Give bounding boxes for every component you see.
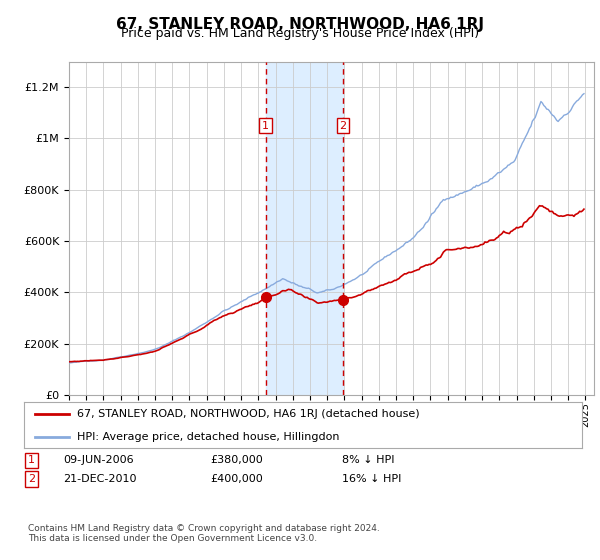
Text: 67, STANLEY ROAD, NORTHWOOD, HA6 1RJ: 67, STANLEY ROAD, NORTHWOOD, HA6 1RJ (116, 17, 484, 32)
Text: 09-JUN-2006: 09-JUN-2006 (63, 455, 134, 465)
Text: Contains HM Land Registry data © Crown copyright and database right 2024.
This d: Contains HM Land Registry data © Crown c… (28, 524, 380, 543)
Text: £400,000: £400,000 (210, 474, 263, 484)
Text: 1: 1 (28, 455, 35, 465)
Text: 2: 2 (28, 474, 35, 484)
Text: HPI: Average price, detached house, Hillingdon: HPI: Average price, detached house, Hill… (77, 432, 340, 441)
Bar (266, 62, 343, 395)
Text: 2: 2 (340, 120, 347, 130)
Text: 67, STANLEY ROAD, NORTHWOOD, HA6 1RJ (detached house): 67, STANLEY ROAD, NORTHWOOD, HA6 1RJ (de… (77, 409, 419, 418)
Text: Price paid vs. HM Land Registry's House Price Index (HPI): Price paid vs. HM Land Registry's House … (121, 27, 479, 40)
Text: 1: 1 (262, 120, 269, 130)
Text: 8% ↓ HPI: 8% ↓ HPI (342, 455, 395, 465)
Text: £380,000: £380,000 (210, 455, 263, 465)
Text: 16% ↓ HPI: 16% ↓ HPI (342, 474, 401, 484)
Text: 21-DEC-2010: 21-DEC-2010 (63, 474, 137, 484)
